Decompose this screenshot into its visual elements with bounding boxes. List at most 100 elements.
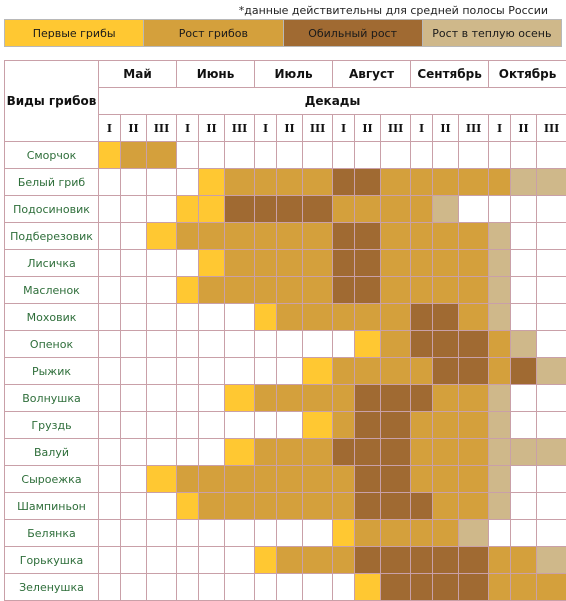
stage-cell <box>225 250 255 277</box>
stage-cell <box>255 412 277 439</box>
stage-cell <box>99 277 121 304</box>
stage-cell <box>333 493 355 520</box>
footnote: *данные действительны для средней полосы… <box>239 4 548 17</box>
stage-cell <box>355 547 381 574</box>
stage-cell <box>121 358 147 385</box>
stage-cell <box>381 385 411 412</box>
stage-cell <box>121 223 147 250</box>
stage-cell <box>99 547 121 574</box>
table-row: Горькушка <box>5 547 566 574</box>
stage-cell <box>381 304 411 331</box>
stage-cell <box>147 520 177 547</box>
stage-cell <box>381 250 411 277</box>
stage-cell <box>303 358 333 385</box>
stage-cell <box>147 250 177 277</box>
month-header: Май <box>99 61 177 88</box>
stage-cell <box>199 493 225 520</box>
decade-label: III <box>459 115 489 142</box>
stage-cell <box>177 304 199 331</box>
stage-cell <box>121 250 147 277</box>
stage-cell <box>381 358 411 385</box>
stage-cell <box>277 169 303 196</box>
stage-cell <box>277 223 303 250</box>
stage-cell <box>99 304 121 331</box>
decade-label: I <box>489 115 511 142</box>
stage-cell <box>537 250 566 277</box>
stage-cell <box>225 520 255 547</box>
stage-cell <box>177 196 199 223</box>
stage-cell <box>277 331 303 358</box>
table-row: Рыжик <box>5 358 566 385</box>
stage-cell <box>303 331 333 358</box>
stage-cell <box>433 412 459 439</box>
stage-cell <box>433 196 459 223</box>
mushroom-name: Моховик <box>5 304 99 331</box>
month-header: Июнь <box>177 61 255 88</box>
stage-cell <box>255 358 277 385</box>
stage-cell <box>489 196 511 223</box>
legend-label: Первые грибы <box>33 27 116 40</box>
stage-cell <box>411 304 433 331</box>
stage-cell <box>255 169 277 196</box>
stage-cell <box>489 304 511 331</box>
stage-cell <box>459 493 489 520</box>
stage-cell <box>537 574 566 601</box>
stage-cell <box>489 250 511 277</box>
stage-cell <box>147 331 177 358</box>
stage-cell <box>277 574 303 601</box>
stage-cell <box>433 331 459 358</box>
stage-cell <box>511 304 537 331</box>
stage-cell <box>381 277 411 304</box>
stage-cell <box>489 223 511 250</box>
stage-cell <box>99 412 121 439</box>
stage-cell <box>177 439 199 466</box>
legend-abundant-growth: Обильный рост <box>284 20 423 46</box>
stage-cell <box>303 277 333 304</box>
stage-cell <box>537 331 566 358</box>
stage-cell <box>255 493 277 520</box>
stage-cell <box>277 304 303 331</box>
legend-label: Обильный рост <box>308 27 397 40</box>
decade-label: II <box>355 115 381 142</box>
stage-cell <box>381 169 411 196</box>
stage-cell <box>303 169 333 196</box>
stage-cell <box>177 277 199 304</box>
stage-cell <box>99 466 121 493</box>
stage-cell <box>355 385 381 412</box>
stage-cell <box>277 493 303 520</box>
stage-cell <box>303 196 333 223</box>
stage-cell <box>147 142 177 169</box>
mushroom-name: Волнушка <box>5 385 99 412</box>
table-row: Груздь <box>5 412 566 439</box>
stage-cell <box>177 331 199 358</box>
stage-cell <box>381 223 411 250</box>
stage-cell <box>355 169 381 196</box>
decade-label: I <box>411 115 433 142</box>
stage-cell <box>459 223 489 250</box>
stage-cell <box>411 358 433 385</box>
stage-cell <box>177 574 199 601</box>
stage-cell <box>177 358 199 385</box>
stage-cell <box>459 358 489 385</box>
stage-cell <box>147 169 177 196</box>
stage-cell <box>459 412 489 439</box>
stage-cell <box>177 520 199 547</box>
species-header: Виды грибов <box>5 61 99 142</box>
stage-cell <box>355 520 381 547</box>
stage-cell <box>303 466 333 493</box>
stage-cell <box>199 196 225 223</box>
mushroom-name: Рыжик <box>5 358 99 385</box>
stage-cell <box>225 196 255 223</box>
stage-cell <box>381 520 411 547</box>
stage-cell <box>277 439 303 466</box>
stage-cell <box>355 358 381 385</box>
stage-cell <box>277 142 303 169</box>
stage-cell <box>177 547 199 574</box>
stage-cell <box>147 196 177 223</box>
table-row: Опенок <box>5 331 566 358</box>
stage-cell <box>459 439 489 466</box>
stage-cell <box>199 223 225 250</box>
mushroom-name: Опенок <box>5 331 99 358</box>
stage-cell <box>537 439 566 466</box>
stage-cell <box>255 385 277 412</box>
